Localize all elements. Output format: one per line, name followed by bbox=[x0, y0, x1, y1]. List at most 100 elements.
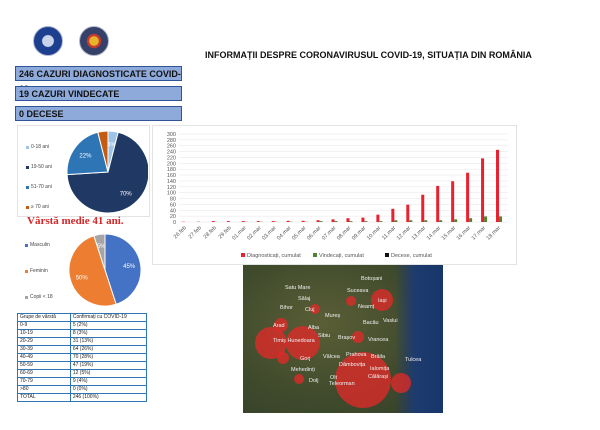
age-group-cell: >80 bbox=[17, 385, 71, 394]
deaths-count: 0 DECESE bbox=[15, 106, 182, 121]
header-confirmed: Confirmați cu COVID-19 bbox=[69, 313, 148, 322]
bar bbox=[481, 158, 485, 222]
legend-item: 19-50 ani bbox=[26, 164, 52, 170]
age-legend: 0-18 ani 19-50 ani 51-70 ani ≥ 70 ani bbox=[26, 144, 52, 210]
legend-label: ≥ 70 ani bbox=[31, 204, 49, 210]
romania-map: Satu Mare Botoșani Suceava Iași Sălaj Bihor Cl… bbox=[243, 265, 443, 413]
county-label: Vâlcea bbox=[323, 354, 340, 360]
x-tick-label: 14.mar bbox=[426, 225, 442, 241]
pie-data-label: 4% bbox=[107, 142, 116, 148]
age-group-cell: 10-19 bbox=[17, 329, 71, 338]
confirmed-cell: 9 (4%) bbox=[69, 377, 148, 386]
x-tick-label: 27.feb bbox=[188, 225, 203, 240]
county-label: Olt bbox=[330, 375, 338, 381]
confirmed-cell: 12 (5%) bbox=[69, 369, 148, 378]
legend-item: Feminin bbox=[25, 268, 53, 274]
x-tick-label: 06.mar bbox=[306, 225, 322, 241]
recovered-count: 19 CAZURI VINDECATE bbox=[15, 86, 182, 101]
table-row: 0-9 5 (2%) bbox=[17, 321, 148, 330]
county-label: Arad bbox=[273, 323, 285, 329]
bar bbox=[454, 219, 458, 222]
case-cluster-circle bbox=[391, 373, 411, 393]
county-label: Dâmbovița bbox=[339, 362, 366, 368]
legend-label: Feminin bbox=[30, 268, 48, 274]
table-row: 70-79 9 (4%) bbox=[17, 377, 148, 386]
bar bbox=[406, 204, 410, 222]
table-row: TOTAL 246 (100%) bbox=[17, 393, 148, 402]
confirmed-cell: 5 (2%) bbox=[69, 321, 148, 330]
confirmed-cell: 70 (28%) bbox=[69, 353, 148, 362]
bar bbox=[331, 219, 335, 222]
x-tick-label: 10.mar bbox=[366, 225, 382, 241]
bar bbox=[391, 208, 395, 222]
x-tick-label: 07.mar bbox=[321, 225, 337, 241]
bar bbox=[436, 185, 440, 222]
bar bbox=[271, 221, 275, 222]
legend-item: 51-70 ani bbox=[26, 184, 52, 190]
y-tick-label: 0 bbox=[173, 220, 176, 226]
pie-data-label: 45% bbox=[123, 264, 136, 270]
average-age: Vârstă medie 41 ani. bbox=[27, 215, 124, 227]
bar bbox=[226, 221, 230, 222]
bar bbox=[301, 220, 305, 222]
legend-label: Decese, cumulat bbox=[391, 253, 432, 259]
y-tick-label: 20 bbox=[170, 214, 176, 220]
bar bbox=[466, 172, 470, 222]
cases-bar-chart: 0204060801001201401601802002202402602803… bbox=[167, 132, 508, 259]
table-row: 50-59 47 (19%) bbox=[17, 361, 148, 370]
x-tick-label: 04.mar bbox=[276, 225, 292, 241]
bar bbox=[484, 216, 488, 222]
table-header-row: Grupe de vârstă Confirmați cu COVID-19 bbox=[17, 313, 148, 322]
age-pie-card: 0-18 ani 19-50 ani 51-70 ani ≥ 70 ani 4% 70%… bbox=[17, 125, 150, 217]
age-group-cell: 20-29 bbox=[17, 337, 71, 346]
county-label: Mehedinți bbox=[291, 367, 315, 373]
bar bbox=[394, 220, 398, 222]
age-group-cell: 30-39 bbox=[17, 345, 71, 354]
y-tick-label: 180 bbox=[167, 167, 176, 173]
bar bbox=[334, 221, 338, 222]
bar bbox=[211, 221, 215, 222]
x-tick-label: 17.mar bbox=[471, 225, 487, 241]
pie-slice bbox=[97, 130, 109, 173]
legend-label: 0-18 ani bbox=[31, 144, 50, 150]
diagnosed-count: 246 CAZURI DIAGNOSTICATE COVID-19 bbox=[15, 66, 182, 94]
county-label: Neamț bbox=[358, 304, 375, 310]
case-cluster-circle bbox=[352, 331, 364, 343]
age-group-cell: 70-79 bbox=[17, 377, 71, 386]
county-label: Prahova bbox=[346, 352, 367, 358]
county-label: Alba bbox=[308, 325, 320, 331]
y-tick-label: 240 bbox=[167, 150, 176, 156]
legend-swatch bbox=[385, 253, 389, 257]
table-row: 40-49 70 (28%) bbox=[17, 353, 148, 362]
legend-swatch bbox=[26, 185, 29, 189]
x-tick-label: 28.feb bbox=[203, 225, 218, 240]
ministry-seal-logo bbox=[79, 26, 109, 56]
legend-item: 0-18 ani bbox=[26, 144, 52, 150]
government-seal-logo bbox=[33, 26, 63, 56]
case-cluster-circle bbox=[335, 352, 391, 408]
x-tick-label: 16.mar bbox=[456, 225, 472, 241]
pie-slice bbox=[68, 235, 117, 307]
county-label: Teleorman bbox=[329, 381, 355, 387]
confirmed-cell: 246 (100%) bbox=[69, 393, 148, 402]
confirmed-cell: 8 (3%) bbox=[69, 329, 148, 338]
x-tick-label: 13.mar bbox=[411, 225, 427, 241]
county-label: Brașov bbox=[338, 335, 356, 341]
case-cluster-circle bbox=[371, 289, 393, 311]
x-tick-label: 15.mar bbox=[441, 225, 457, 241]
header-age-group: Grupe de vârstă bbox=[17, 313, 71, 322]
bar bbox=[451, 181, 455, 222]
x-tick-label: 08.mar bbox=[336, 225, 352, 241]
bar bbox=[469, 218, 473, 222]
bar bbox=[424, 220, 428, 222]
x-tick-label: 03.mar bbox=[261, 225, 277, 241]
legend-label: Masculin bbox=[30, 242, 50, 248]
county-label: Vaslui bbox=[383, 318, 398, 324]
legend-swatch bbox=[313, 253, 317, 257]
table-row: >80 0 (0%) bbox=[17, 385, 148, 394]
table-row: 10-19 8 (3%) bbox=[17, 329, 148, 338]
x-tick-label: 12.mar bbox=[396, 225, 412, 241]
bar bbox=[241, 221, 245, 222]
confirmed-cell: 64 (26%) bbox=[69, 345, 148, 354]
y-tick-label: 160 bbox=[167, 173, 176, 179]
